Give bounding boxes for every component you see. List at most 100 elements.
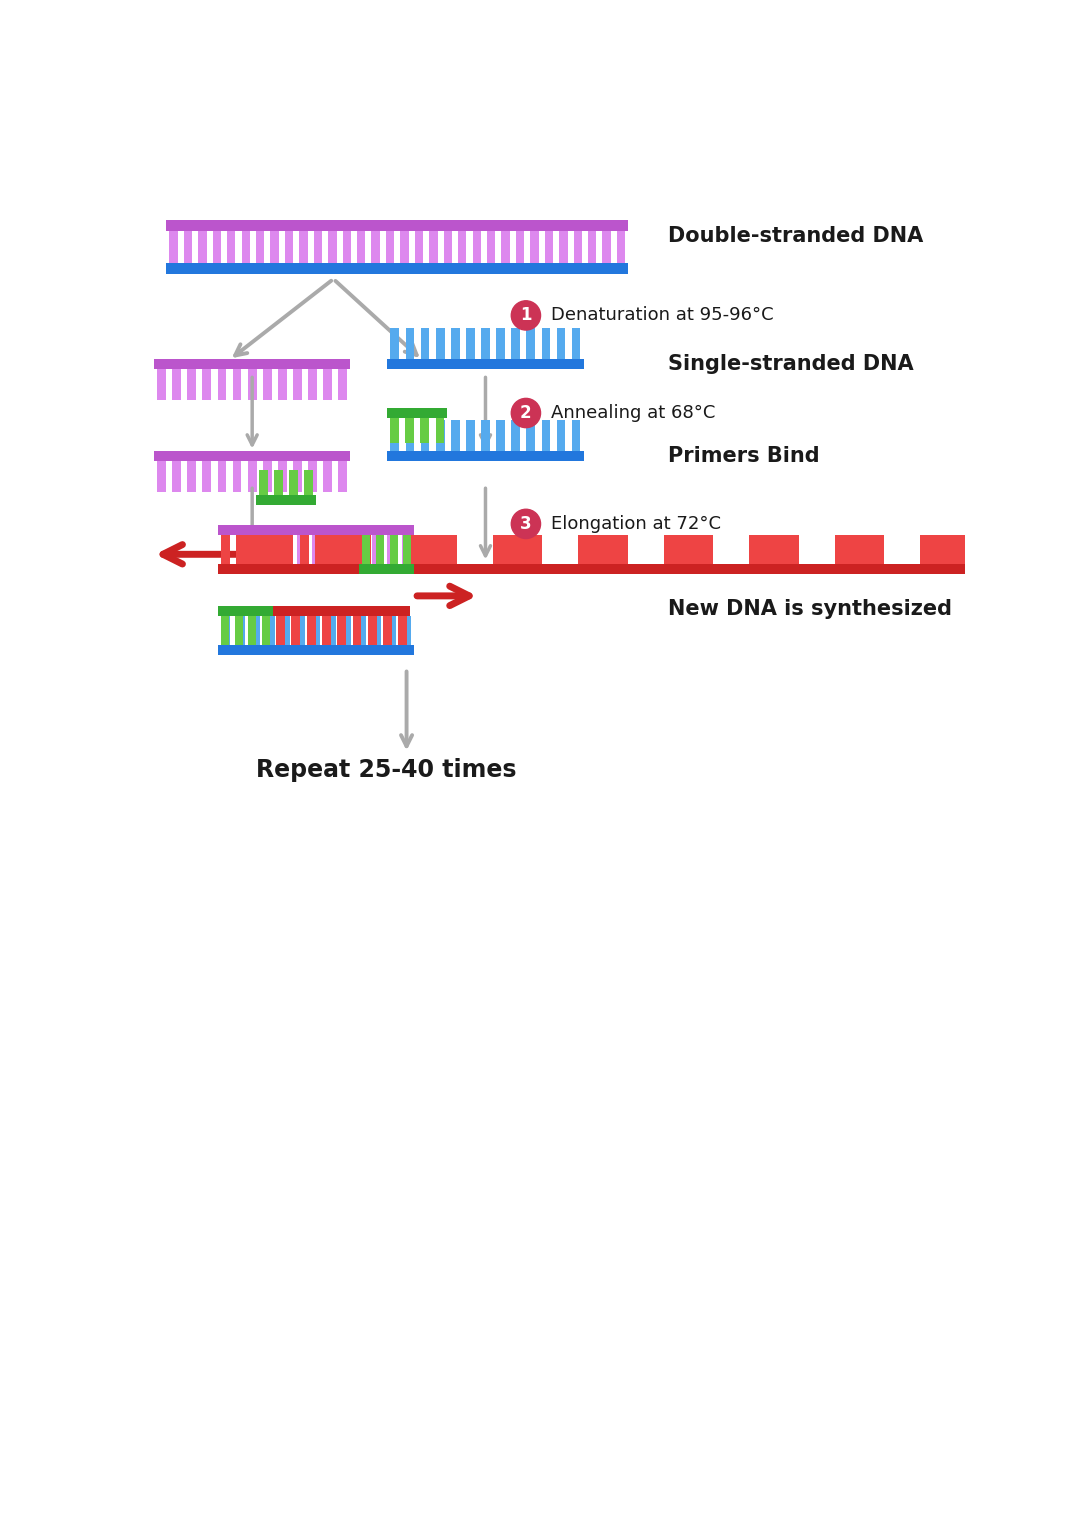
Bar	[542, 419, 550, 450]
Bar	[236, 535, 246, 564]
Bar	[403, 535, 412, 564]
Bar	[400, 230, 408, 263]
Bar	[663, 535, 714, 564]
Circle shape	[512, 301, 541, 330]
Bar	[269, 535, 277, 564]
Bar	[324, 461, 332, 492]
Bar	[527, 329, 535, 359]
Bar	[327, 616, 335, 645]
Bar	[458, 230, 467, 263]
Bar	[282, 616, 290, 645]
Text: Primers Bind: Primers Bind	[669, 445, 820, 465]
Bar	[387, 535, 396, 564]
Bar	[157, 461, 166, 492]
Bar	[497, 329, 505, 359]
Bar	[402, 616, 411, 645]
Bar	[835, 535, 885, 564]
Bar	[167, 263, 628, 273]
Bar	[357, 230, 366, 263]
Bar	[920, 535, 970, 564]
Bar	[227, 230, 235, 263]
Bar	[559, 230, 568, 263]
Bar	[399, 616, 407, 645]
Bar	[299, 230, 307, 263]
Bar	[276, 616, 285, 645]
Bar	[236, 616, 245, 645]
Bar	[435, 329, 445, 359]
Bar	[328, 230, 336, 263]
Bar	[372, 535, 381, 564]
Bar	[221, 616, 230, 645]
Bar	[420, 329, 429, 359]
Bar	[376, 535, 384, 564]
Bar	[315, 535, 325, 564]
Bar	[407, 535, 457, 564]
Bar	[285, 230, 293, 263]
Bar	[435, 418, 444, 442]
Bar	[253, 535, 261, 564]
Bar	[293, 461, 302, 492]
Bar	[256, 230, 264, 263]
Bar	[289, 470, 298, 495]
Bar	[314, 230, 322, 263]
Bar	[284, 535, 293, 564]
Bar	[172, 461, 181, 492]
Bar	[202, 369, 212, 399]
Bar	[420, 418, 429, 442]
Text: 3: 3	[520, 515, 532, 533]
Bar	[297, 535, 305, 564]
Bar	[278, 369, 287, 399]
Bar	[273, 605, 411, 616]
Bar	[324, 369, 332, 399]
Bar	[530, 230, 539, 263]
Bar	[312, 616, 320, 645]
Bar	[256, 495, 316, 505]
Bar	[321, 535, 371, 564]
Bar	[435, 419, 445, 450]
Bar	[187, 369, 196, 399]
Text: Single-stranded DNA: Single-stranded DNA	[669, 355, 914, 375]
Bar	[578, 535, 628, 564]
Bar	[312, 535, 320, 564]
Bar	[405, 418, 414, 442]
Bar	[429, 230, 438, 263]
Circle shape	[512, 398, 541, 427]
Bar	[487, 230, 496, 263]
Bar	[285, 230, 293, 263]
Bar	[357, 535, 366, 564]
Bar	[297, 616, 305, 645]
Bar	[184, 230, 192, 263]
Bar	[405, 329, 414, 359]
Bar	[516, 230, 525, 263]
Bar	[248, 616, 256, 645]
Bar	[574, 230, 582, 263]
Bar	[545, 230, 554, 263]
Bar	[259, 470, 268, 495]
Text: Double-stranded DNA: Double-stranded DNA	[669, 226, 923, 246]
Text: 2: 2	[520, 404, 532, 422]
Bar	[242, 230, 249, 263]
Bar	[383, 616, 392, 645]
Bar	[444, 230, 453, 263]
Bar	[218, 605, 273, 616]
Bar	[252, 616, 260, 645]
Bar	[227, 230, 235, 263]
Text: Repeat 25-40 times: Repeat 25-40 times	[257, 759, 517, 782]
Bar	[342, 535, 350, 564]
Bar	[450, 419, 460, 450]
Bar	[309, 461, 317, 492]
Bar	[386, 230, 395, 263]
Bar	[236, 535, 245, 564]
Bar	[167, 220, 628, 230]
Bar	[263, 461, 272, 492]
Bar	[306, 616, 316, 645]
Bar	[170, 230, 177, 263]
Bar	[420, 419, 429, 450]
Bar	[327, 535, 335, 564]
Bar	[390, 418, 399, 442]
Bar	[387, 450, 584, 461]
Bar	[617, 230, 626, 263]
Bar	[400, 230, 408, 263]
Bar	[282, 535, 290, 564]
Bar	[389, 535, 398, 564]
